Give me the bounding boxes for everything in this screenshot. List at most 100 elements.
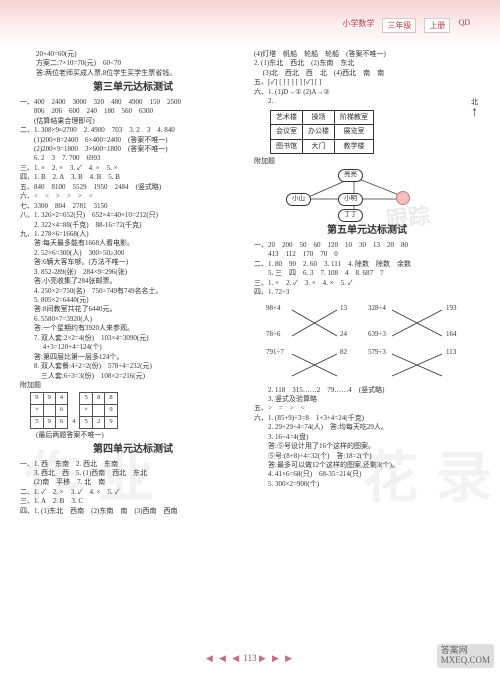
u5-line: 答:⑤号设计用了16个这样的图案。 [254,442,480,451]
u5-line: 五、> = > < [254,404,480,413]
page-footer: ◀ ◀ ◀ 113 ▶ ▶ ▶ [0,653,500,664]
cell: 9 [105,405,117,417]
page-number: 113 [243,653,256,663]
bonus-label: 附加题 [254,157,480,166]
building-map: 艺术楼 操场 阶梯教室 会议室 办公楼 展览室 图书馆 大门 教学楼 [270,110,374,154]
u4-line: 二、1. ✓ 2. × 3. ✓ 4. × 5. ✓ [20,488,246,497]
u3-line: 6. 5580×7=3920(人) [20,315,246,324]
u3-line: 八、1. 326×2=652(只) 652×4=40×10=212(只) [20,211,246,220]
u3-line: 二、1. 308×9≈2700 2. 4900 703 3. 2 3 4. 84… [20,126,246,135]
cell: 4 [68,416,80,428]
cell [93,405,105,417]
cell [43,405,55,417]
r-line: (3)北 西北 西 北 (4)西北 南 南 [254,69,480,78]
cell: 9 [31,393,44,405]
cross-l: 164 [446,330,457,339]
u5-line: 3. 竖式及验算略 [254,395,480,404]
u3-line: (2)200×9=1800 3×600=1800 (答案不唯一) [20,145,246,154]
header-code: QD [458,18,470,33]
r-line: 2. (1)东北 西北 (2)东南 东北 [254,59,480,68]
u4-line: 一、1. 西 东南 2. 西北 东南 [20,460,246,469]
cross-l: 193 [446,304,457,313]
cross-l: 579÷3 [368,348,386,357]
bubble-mid: 小明 [338,193,363,206]
cross-lines-icon [262,300,472,384]
site-watermark: 答案网 MXEQ.COM [437,644,494,668]
u5-line: 4. 41×6=68(只) 68-35=214(只) [254,470,480,479]
cross-l: 78÷6 [266,330,280,339]
u5-line: ⑤号:(8+8)÷4=32(个) 答:18=2(个) [254,452,480,461]
cross-l: 13 [340,304,347,313]
u5-line: 答:最多可以做12个这样的图案,还剩3(个)。 [254,461,480,470]
intro-line: 答:两位老师买成人票,8位学生买学生票省钱。 [20,69,246,78]
u5-line: 413 112 170 70 0 [254,250,480,259]
bubble-bottom: 丁丁 [338,209,363,222]
north-arrow-icon: ↑ [471,107,478,118]
footer-dots-right: ▶ ▶ ▶ [259,653,294,663]
u3-line: 6. 2 3 7. 700 6993 [20,154,246,163]
cell: × [31,405,44,417]
building-cell: 操场 [303,110,335,124]
building-cell: 办公楼 [303,125,335,139]
u3-line: (1)200×8=2400 6×400=2400 (答案不唯一) [20,136,246,145]
u3-line: 三人套:6÷3=3(份) 108×2=216(元) [20,372,246,381]
header-grade: 三年级 [382,18,416,33]
cross-l: 791÷7 [266,348,284,357]
u3-line: 答:8间教室共花了6440元。 [20,305,246,314]
bonus-title: 附加题 [20,381,246,390]
u3-line: 六、< < > > > < [20,192,246,201]
u3-line: 九、1. 278×6=1668(人) [20,230,246,239]
content-area: 20+40=60(元) 方案二:7×10=70(元) 60<70 答:两位老师买… [20,50,480,644]
u3-line: 七、3300 804 2781 3150 [20,202,246,211]
bubble-top: 亮亮 [338,169,363,182]
site-url: MXEQ.COM [441,656,490,666]
u5-line: 2. 29+29÷4=74(人) 答:均每天吃29人。 [254,423,480,432]
u3-line: 答:6辆大客车够。(方法不唯一) [20,258,246,267]
cell: 8 [93,393,105,405]
u3-line: (估算结果合理即可) [20,117,246,126]
u3-line: 一、400 2400 3000 320 480 4900 150 2500 [20,98,246,107]
intro-line: 方案二:7×10=70(元) 60<70 [20,59,246,68]
header-volume: 上册 [424,18,450,33]
bubble-left: 小山 [286,193,311,206]
r-line: 六、1. (1)D→① (2)A→② [254,88,480,97]
unit4-title: 第四单元达标测试 [20,443,246,457]
u3-line: 4. 250×2=750(名) 750>749有749名名士。 [20,287,246,296]
building-cell: 大门 [303,139,335,153]
unit5-title: 第五单元达标测试 [254,224,480,238]
u5-line: 一、20 200 50 60 120 10 30 13 20 80 [254,241,480,250]
cell: 5 [31,416,44,428]
cell-gap [68,393,80,405]
u3-line: 8. 双人套餐:4÷2=2(份) 578÷4=232(元) [20,362,246,371]
cell: 6 [55,416,67,428]
cross-l: 639÷3 [368,330,386,339]
r-line: 五、[✓] [ ] [ ] [ ] [✓] [ ] [254,78,480,87]
building-cell: 展览室 [335,125,374,139]
u3-line: 答:每天最多能有1668人看电影。 [20,239,246,248]
u5-line: 三、1. × 2. ✓ 3. × 4. × 5. ✓ [254,279,480,288]
u3-line: 答:第四层比第一层多124个。 [20,353,246,362]
u5-line: 3. 16÷4=4(盘) [254,433,480,442]
bonus-note: (最后两题答案不唯一) [20,431,246,440]
cross-l: 82 [340,348,347,357]
building-cell: 艺术楼 [271,110,303,124]
north-indicator: 北 ↑ [471,98,478,119]
u3-line: 7. 双人套:2×2=4(份) 103×4=3090(元) [20,334,246,343]
cross-l: 328÷4 [368,304,386,313]
u3-line: 4+3=120+4=124(个) [20,343,246,352]
u3-line: 四、1. B 2. A 3. B 4. B 5. B [20,173,246,182]
u5-line: 四、1. 72÷3 [254,288,480,297]
bonus-table: 9 9 4 5 8 8 × 6 × 9 5 9 6 4 [30,392,118,428]
cross-matching-diagram: 98+4 13 78÷6 24 328÷4 193 639÷3 164 791÷… [262,300,472,384]
cross-l: 113 [446,348,456,357]
right-column: (4)灯塔 帆船 轮船 轮船 (答案不唯一) 2. (1)东北 西北 (2)东南… [254,50,480,644]
header-subject: 小学数学 [342,18,374,33]
cross-l: 98+4 [266,304,280,313]
u3-line: 答:小亮收集了284张邮票。 [20,277,246,286]
u5-line: 六、1. (85+9)÷3=8 1+3+4=24(千克) [254,414,480,423]
u5-line: 二、1. 80 90 2. 60 3. 111 4. 除数 除数 余数 [254,260,480,269]
left-column: 20+40=60(元) 方案二:7×10=70(元) 60<70 答:两位老师买… [20,50,246,644]
page-header: 小学数学 三年级 上册 QD [342,18,470,33]
u4-line: 四、1. (1)东北 西南 (2)东南 南 (3)西南 西南 [20,507,246,516]
u3-line: 2. 322×4=88(千克) 88-16=72(千克) [20,221,246,230]
